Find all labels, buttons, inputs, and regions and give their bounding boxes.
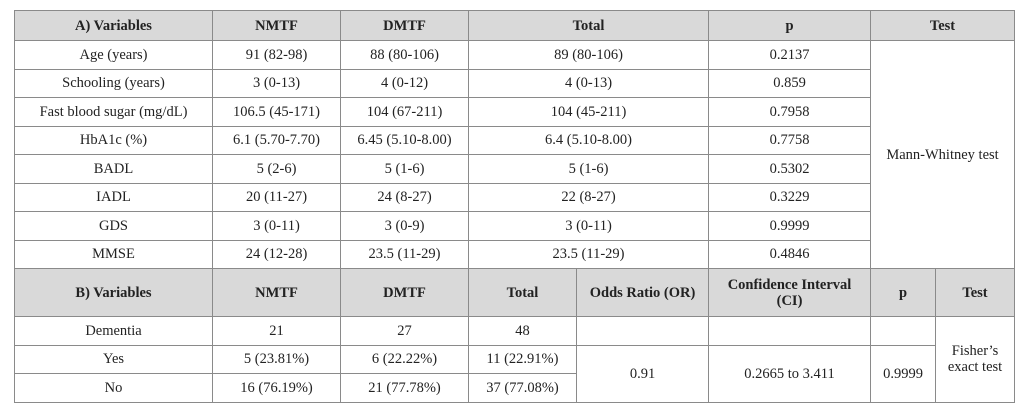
empty-cell	[575, 316, 710, 346]
cell: 6.1 (5.70-7.70)	[212, 125, 341, 155]
section-a-header: A) Variables NMTF DMTF Total p Test	[14, 10, 1016, 41]
cell: 0.2137	[708, 40, 872, 70]
cell: 24 (12-28)	[212, 239, 341, 269]
header-cell: Test	[870, 10, 1016, 41]
cell: 16 (76.19%)	[212, 373, 341, 403]
cell: IADL	[14, 182, 213, 212]
header-cell: Odds Ratio (OR)	[575, 268, 710, 317]
row: IADL 20 (11-27) 24 (8-27) 22 (8-27) 0.3229	[14, 182, 1015, 212]
odds-ratio-cell: 0.91	[575, 344, 710, 403]
cell: 20 (11-27)	[212, 182, 341, 212]
cell: 104 (67-211)	[340, 97, 469, 127]
row: BADL 5 (2-6) 5 (1-6) 5 (1-6) 0.5302	[14, 154, 1015, 184]
row: HbA1c (%) 6.1 (5.70-7.70) 6.45 (5.10-8.00)…	[14, 125, 1015, 155]
header-cell: Confidence Interval (CI)	[708, 268, 872, 317]
cell: 6.45 (5.10-8.00)	[340, 125, 469, 155]
header-cell: Total	[468, 268, 577, 317]
cell: 89 (80-106)	[467, 40, 710, 70]
cell: 48	[468, 316, 577, 346]
cell: GDS	[14, 211, 213, 241]
cell: 106.5 (45-171)	[212, 97, 341, 127]
cell: 5 (1-6)	[340, 154, 469, 184]
cell: 0.9999	[708, 211, 872, 241]
cell: Fast blood sugar (mg/dL)	[14, 97, 213, 127]
row: GDS 3 (0-11) 3 (0-9) 3 (0-11) 0.9999	[14, 211, 1015, 241]
header-cell: p	[870, 268, 937, 317]
p-cell: 0.9999	[870, 344, 937, 403]
cell: 0.7758	[708, 125, 872, 155]
cell: 0.859	[708, 68, 872, 98]
cell: 23.5 (11-29)	[467, 239, 710, 269]
cell: 27	[340, 316, 469, 346]
header-cell: A) Variables	[14, 10, 213, 41]
cell: Yes	[14, 344, 213, 374]
cell: 6 (22.22%)	[340, 344, 469, 374]
row: No 16 (76.19%) 21 (77.78%) 37 (77.08%)	[14, 373, 1015, 403]
header-cell: NMTF	[212, 268, 341, 317]
cell: 5 (1-6)	[467, 154, 710, 184]
row: MMSE 24 (12-28) 23.5 (11-29) 23.5 (11-29) 0.…	[14, 239, 1015, 269]
cell: 5 (23.81%)	[212, 344, 341, 374]
test-cell: Mann-Whitney test	[870, 40, 1016, 269]
ci-cell: 0.2665 to 3.411	[708, 344, 872, 403]
cell: 3 (0-11)	[467, 211, 710, 241]
empty-cell	[870, 316, 937, 346]
header-cell: DMTF	[340, 268, 469, 317]
cell: No	[14, 373, 213, 403]
results-table: A) Variables NMTF DMTF Total p Test Age …	[14, 10, 1016, 403]
test-cell: Fisher’s exact test	[935, 316, 1016, 403]
section-a-body: Age (years) 91 (82-98) 88 (80-106) 89 (80-1…	[14, 40, 1016, 269]
cell: Age (years)	[14, 40, 213, 70]
row: Age (years) 91 (82-98) 88 (80-106) 89 (80-1…	[14, 40, 1016, 269]
cell: 0.5302	[708, 154, 872, 184]
row: Schooling (years) 3 (0-13) 4 (0-12) 4 (0-13…	[14, 68, 1015, 98]
cell: 0.3229	[708, 182, 872, 212]
row: Fast blood sugar (mg/dL) 106.5 (45-171) 10…	[14, 97, 1015, 127]
cell: 21 (77.78%)	[340, 373, 469, 403]
cell: 6.4 (5.10-8.00)	[467, 125, 710, 155]
cell: 23.5 (11-29)	[340, 239, 469, 269]
cell: 3 (0-13)	[212, 68, 341, 98]
cell: 0.7958	[708, 97, 872, 127]
empty-cell	[708, 316, 872, 346]
header-cell: p	[708, 10, 872, 41]
cell: 0.4846	[708, 239, 872, 269]
section-b-header: B) Variables NMTF DMTF Total Odds Ratio …	[14, 268, 1016, 317]
cell: 4 (0-12)	[340, 68, 469, 98]
header-cell: NMTF	[212, 10, 341, 41]
header-cell: DMTF	[340, 10, 469, 41]
cell: HbA1c (%)	[14, 125, 213, 155]
header-cell: Test	[935, 268, 1016, 317]
cell: 91 (82-98)	[212, 40, 341, 70]
header-cell: Total	[467, 10, 710, 41]
cell: 3 (0-11)	[212, 211, 341, 241]
cell: 37 (77.08%)	[468, 373, 577, 403]
cell: 88 (80-106)	[340, 40, 469, 70]
cell: 3 (0-9)	[340, 211, 469, 241]
header-cell: B) Variables	[14, 268, 213, 317]
cell: BADL	[14, 154, 213, 184]
cell: Schooling (years)	[14, 68, 213, 98]
cell: 104 (45-211)	[467, 97, 710, 127]
cell: MMSE	[14, 239, 213, 269]
cell: 5 (2-6)	[212, 154, 341, 184]
row: Yes 5 (23.81%) 6 (22.22%) 11 (22.91%) 0.…	[14, 344, 1015, 403]
cell: 24 (8-27)	[340, 182, 469, 212]
row: Dementia 21 27 48 Fisher’s exact test	[14, 316, 1016, 403]
cell: Dementia	[14, 316, 213, 346]
cell: 21	[212, 316, 341, 346]
cell: 11 (22.91%)	[468, 344, 577, 374]
cell: 4 (0-13)	[467, 68, 710, 98]
cell: 22 (8-27)	[467, 182, 710, 212]
